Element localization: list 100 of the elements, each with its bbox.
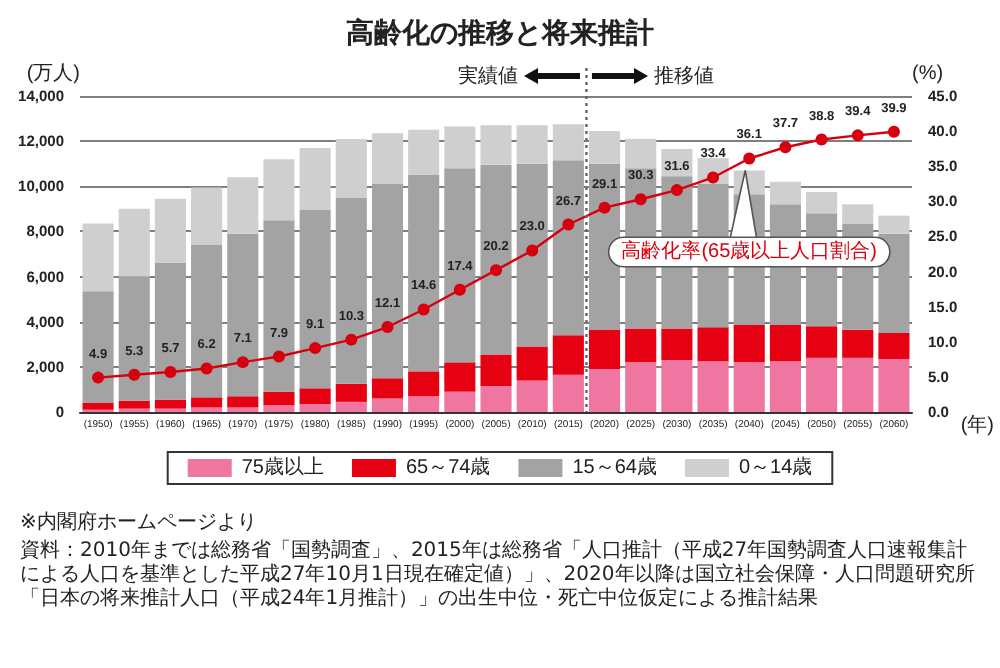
point [779,141,792,154]
bar [408,396,440,412]
bar [299,147,331,210]
chart-title: 高齢化の推移と将来推計 [346,16,654,48]
bar [118,400,150,409]
bar [769,181,801,205]
bar [154,263,186,400]
bar [516,125,548,164]
bar [806,357,838,412]
x-axis-title: (年) [960,413,995,437]
legend-label: 15～64歳 [572,455,657,479]
bar [335,401,367,412]
bar [444,168,476,363]
text: 実績値 [458,63,519,90]
bar [299,388,331,405]
bar [769,325,801,362]
point [598,201,611,214]
bar [371,398,404,412]
bar [408,129,440,175]
bar [480,125,512,165]
point [490,264,503,277]
point [272,350,285,363]
bar [842,329,874,358]
bar [516,346,548,381]
bar [371,133,404,185]
bar [480,354,512,387]
bar [588,369,621,412]
bar [118,276,150,401]
bar [625,328,657,363]
point [670,184,683,197]
bar [806,326,838,358]
bar [82,223,114,292]
bar [371,378,404,399]
bar [227,177,259,234]
legend-label: 65～74歳 [405,455,491,479]
point [562,218,575,231]
point [345,333,358,346]
bar [733,362,765,412]
y-axis-title: (万人) [26,63,80,85]
bar [480,164,512,355]
point [815,133,828,146]
bar [552,374,584,412]
point [887,125,900,138]
bar [625,362,657,412]
point [200,362,213,375]
bar [769,361,801,412]
text: 推移値 [654,64,715,90]
bar [191,244,223,398]
point [128,368,141,381]
bar [227,233,259,397]
point [236,356,249,369]
bar [878,333,910,359]
point [634,193,647,206]
bar [588,130,621,164]
point [743,152,756,165]
bar [842,357,874,412]
bar [552,124,584,161]
bar [842,204,874,224]
bar [878,215,910,234]
bar [154,399,186,409]
point [417,303,430,316]
point [309,342,322,355]
point [526,244,539,257]
point [453,283,466,296]
bar [154,198,186,264]
bar [444,126,476,169]
bar [263,159,295,221]
bar [878,233,910,333]
series-label: 高齢化率(65歳以上人口割合) [621,239,878,263]
bar [444,391,476,412]
bar [82,402,114,410]
point [164,365,177,378]
bar [806,191,838,214]
bar [335,138,367,198]
point [92,371,105,384]
bar [878,358,910,412]
bar [588,329,621,370]
bar [733,325,765,363]
bar [371,184,404,379]
bar [227,396,259,408]
bar [408,371,440,397]
bar [408,175,440,372]
bar [191,187,223,245]
point [381,321,394,334]
bar [588,163,621,330]
bar [552,160,584,336]
text: 資料：2010年までは総務省「国勢調査」、2015年は総務省「人口推計（平成27年国勢調査人口速報集計による人口を基準とした平成27年10月1日現在確定値）」、2020年以降は国立社会保障・人口問題研究所「日本の将来推計人口（平成24年1月推計）」の出生中位・死亡中位仮定による推計結果 [20,540,977,612]
point [851,129,864,142]
bar [625,138,657,169]
legend-label: 0～14歳 [738,455,813,479]
text: ※内閣府ホームページより [20,512,259,536]
bar [263,391,295,406]
bar [697,361,729,412]
y2-axis-title: (%) [912,63,944,85]
bar [697,327,729,362]
bar [480,386,512,412]
legend-label: 75歳以上 [241,455,324,479]
bar [661,328,693,361]
bar [661,360,693,412]
bar [516,163,548,347]
